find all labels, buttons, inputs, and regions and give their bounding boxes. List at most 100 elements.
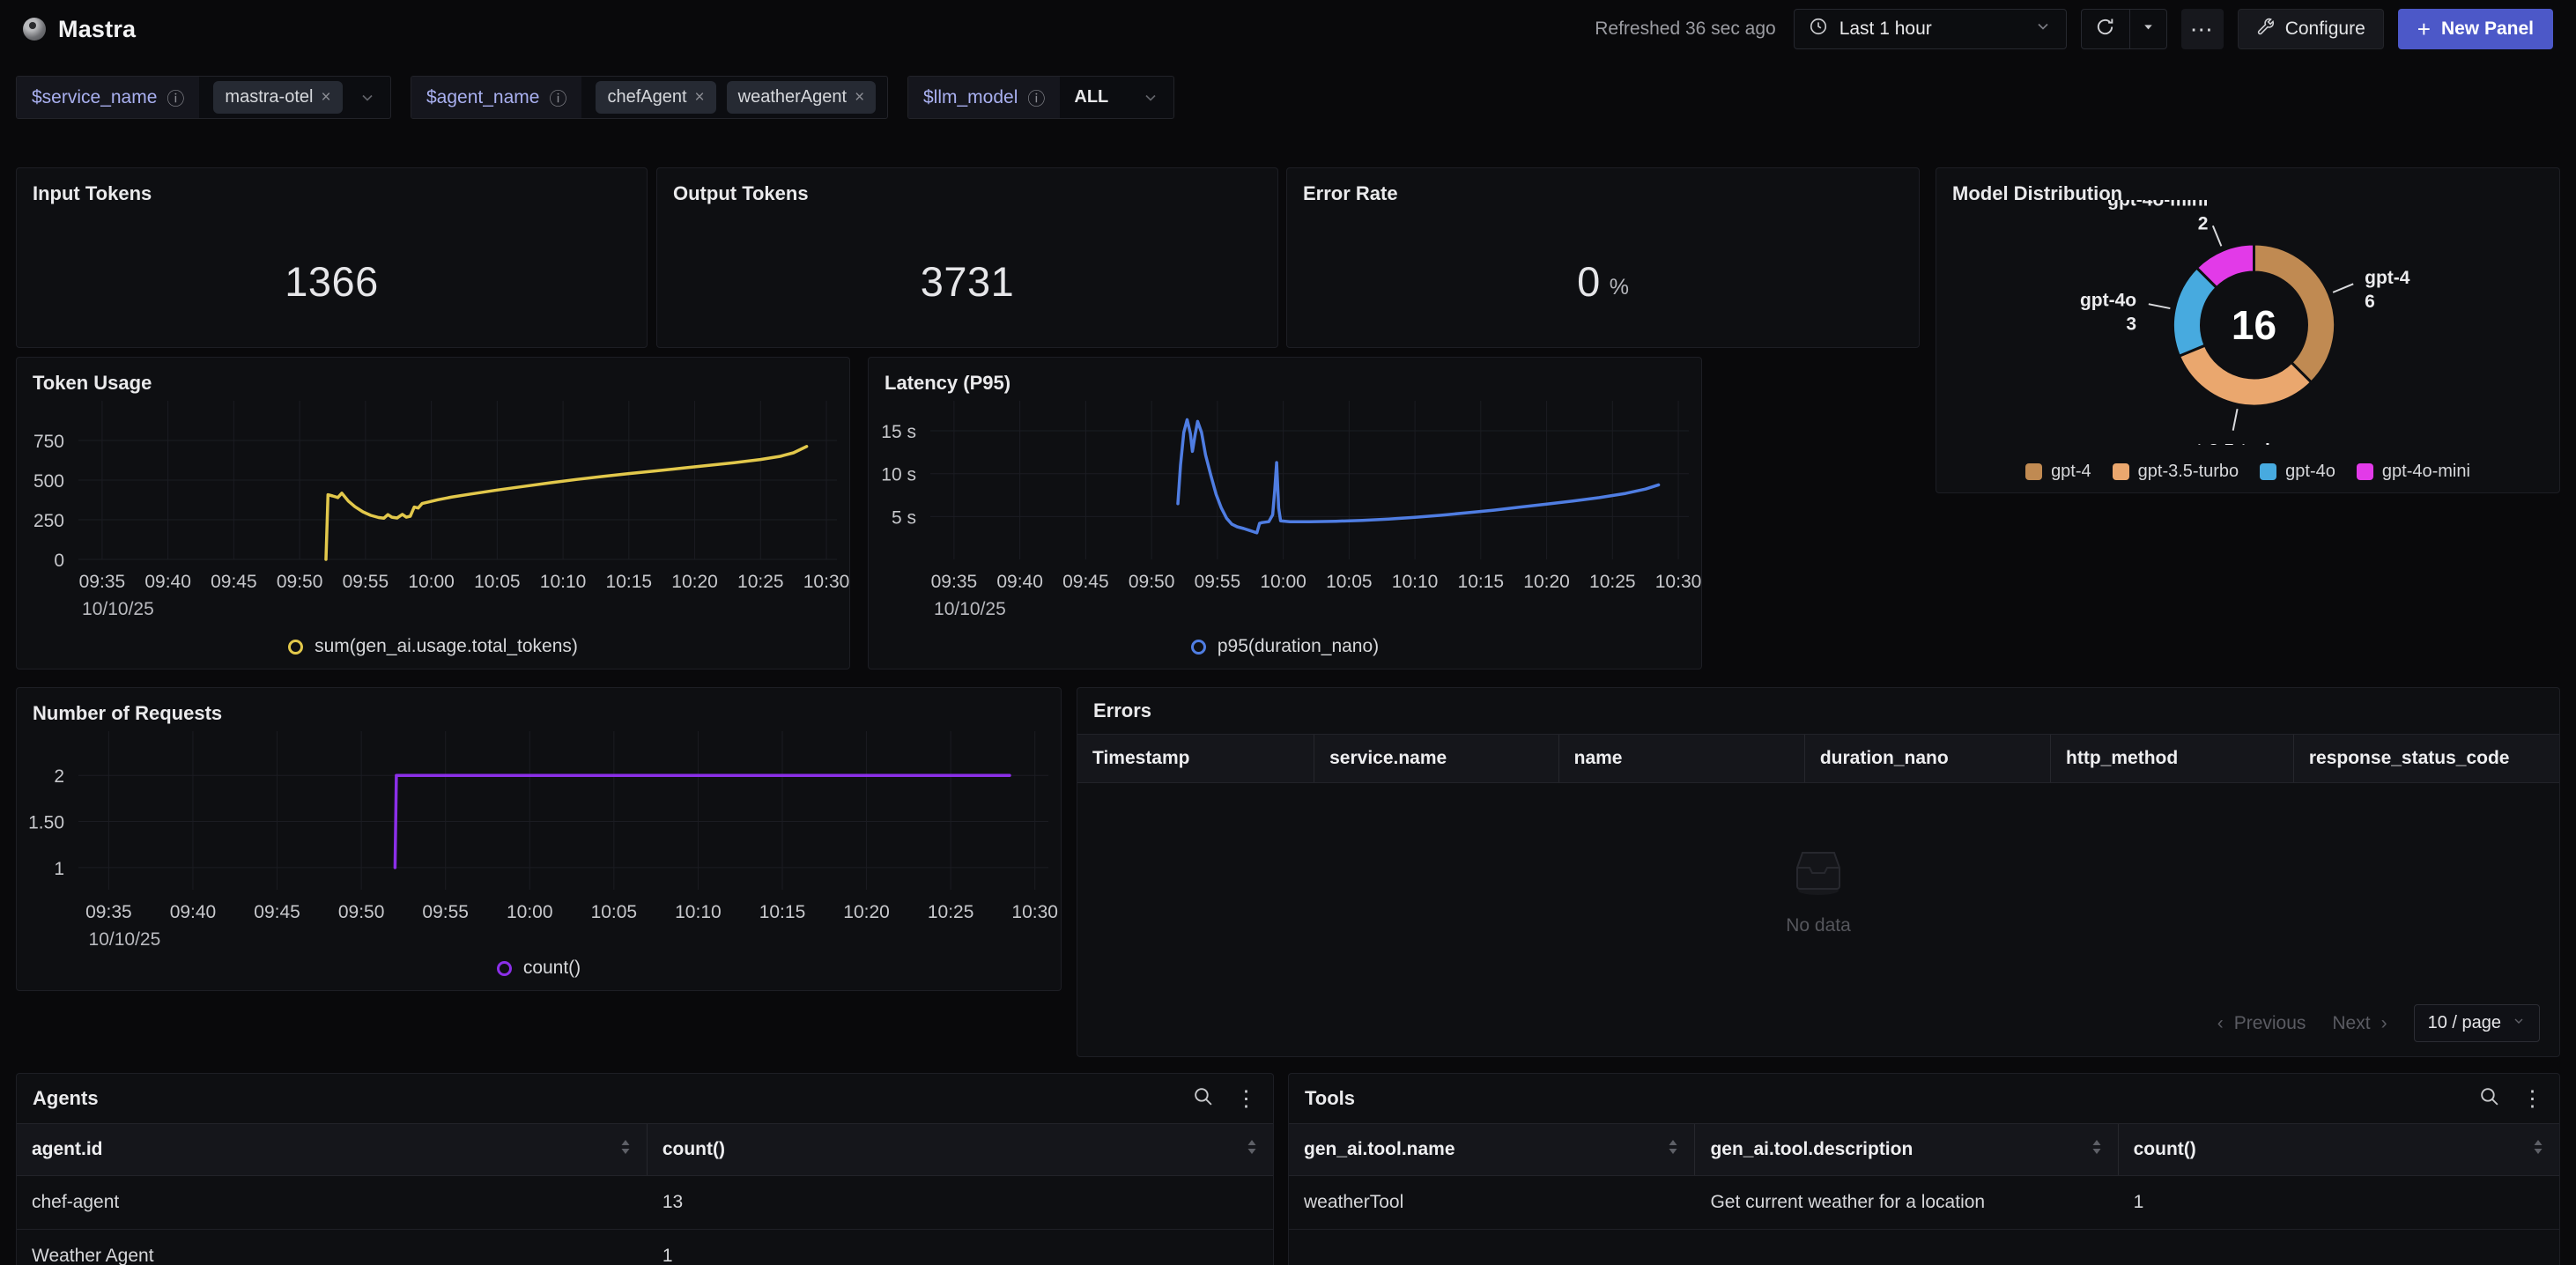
app-logo	[23, 18, 46, 41]
kebab-menu-icon[interactable]: ⋮	[1235, 1085, 1257, 1111]
chevron-down-icon[interactable]	[359, 77, 390, 118]
legend-item[interactable]: gpt-4o	[2260, 462, 2335, 482]
svg-text:gpt-4o-mini: gpt-4o-mini	[2107, 200, 2208, 210]
column-header: response_status_code	[2308, 748, 2510, 768]
variable-filter-agent-name[interactable]: $agent_name ⓘ chefAgent × weatherAgent ×	[411, 76, 888, 119]
svg-text:16: 16	[2232, 302, 2276, 348]
sortable-column-header[interactable]: gen_ai.tool.description	[1695, 1124, 2119, 1175]
panel-model-distribution: Model Distribution gpt-46gpt-3.5-turbo5g…	[1936, 167, 2560, 493]
stat-value: 3731	[920, 258, 1015, 305]
svg-text:10:20: 10:20	[843, 902, 890, 922]
legend-item[interactable]: sum(gen_ai.usage.total_tokens)	[288, 636, 578, 657]
table-cell: Get current weather for a location	[1710, 1192, 1986, 1212]
table-row: Weather Agent 1	[17, 1230, 1273, 1265]
stat-unit: %	[1609, 275, 1629, 300]
svg-text:09:35: 09:35	[931, 572, 978, 592]
filter-chip: mastra-otel ×	[213, 81, 343, 114]
svg-text:10:15: 10:15	[606, 572, 653, 592]
page-size-select[interactable]: 10 / page	[2413, 1004, 2540, 1042]
table-row: chef-agent 13	[17, 1176, 1273, 1230]
legend-label: gpt-3.5-turbo	[2137, 462, 2239, 481]
info-icon[interactable]: ⓘ	[549, 90, 567, 109]
chevron-down-icon[interactable]	[1142, 77, 1173, 118]
svg-text:2: 2	[54, 766, 64, 787]
table-cell: 13	[662, 1192, 684, 1212]
chip-remove-icon[interactable]: ×	[321, 87, 331, 107]
svg-text:10:15: 10:15	[1458, 572, 1505, 592]
svg-text:10:25: 10:25	[737, 572, 784, 592]
filter-chip: weatherAgent ×	[726, 81, 877, 114]
svg-text:10:30: 10:30	[1011, 902, 1058, 922]
table-cell: Weather Agent	[32, 1246, 154, 1265]
sortable-column-header[interactable]: agent.id	[17, 1124, 648, 1175]
legend-item[interactable]: gpt-4	[2025, 462, 2091, 482]
chevron-down-icon	[2034, 18, 2052, 41]
svg-text:09:45: 09:45	[211, 572, 257, 592]
agents-table-body: chef-agent 13 Weather Agent 1	[17, 1176, 1273, 1265]
svg-text:1.50: 1.50	[28, 813, 64, 833]
kebab-menu-icon[interactable]: ⋮	[2521, 1085, 2543, 1111]
svg-text:10:00: 10:00	[408, 572, 455, 592]
svg-text:gpt-4o: gpt-4o	[2080, 290, 2136, 310]
stat-value: 1366	[285, 258, 379, 305]
panel-title: Errors	[1093, 699, 1152, 721]
sortable-column-header[interactable]: count()	[2119, 1124, 2559, 1175]
refresh-button-group	[2080, 9, 2167, 49]
panel-latency-p95: Latency (P95) 09:35 10/10/25 09:40 09:45 09:…	[868, 357, 1702, 669]
wrench-icon	[2256, 18, 2275, 41]
legend-swatch-icon	[2260, 463, 2277, 480]
svg-text:gpt-4: gpt-4	[2365, 268, 2410, 288]
legend-item[interactable]: gpt-4o-mini	[2356, 462, 2470, 482]
svg-text:10:05: 10:05	[591, 902, 638, 922]
search-icon[interactable]	[2478, 1085, 2500, 1112]
legend-item[interactable]: count()	[496, 958, 581, 979]
svg-text:750: 750	[33, 432, 64, 452]
chip-label: mastra-otel	[225, 87, 314, 107]
legend-label: gpt-4o-mini	[2381, 462, 2470, 481]
refreshed-status-text: Refreshed 36 sec ago	[1595, 18, 1776, 39]
sortable-column-header[interactable]: count()	[648, 1124, 1273, 1175]
svg-text:10:30: 10:30	[1655, 572, 1702, 592]
sort-icon	[1246, 1137, 1258, 1162]
variable-filter-service-name[interactable]: $service_name ⓘ mastra-otel ×	[16, 76, 391, 119]
svg-text:10 s: 10 s	[881, 465, 916, 485]
table-cell: weatherTool	[1304, 1192, 1404, 1212]
svg-text:10:10: 10:10	[1392, 572, 1439, 592]
next-page-button[interactable]: Next ›	[2332, 1012, 2387, 1033]
configure-button[interactable]: Configure	[2237, 9, 2384, 49]
panel-title: Agents	[33, 1087, 99, 1109]
search-icon[interactable]	[1192, 1085, 1214, 1112]
token-usage-line-chart: 09:35 10/10/25 09:40 09:45 09:50 09:55 10:00 10…	[17, 396, 851, 625]
panel-title: Latency (P95)	[885, 372, 1011, 394]
tools-table-header: gen_ai.tool.name gen_ai.tool.description…	[1289, 1123, 2559, 1176]
svg-text:09:40: 09:40	[170, 902, 217, 922]
previous-page-button[interactable]: ‹ Previous	[2217, 1012, 2306, 1033]
time-range-select[interactable]: Last 1 hour	[1793, 9, 2067, 49]
column-header: name	[1559, 735, 1805, 782]
panel-title: Model Distribution	[1952, 182, 2123, 204]
legend-swatch-icon	[2112, 463, 2129, 480]
chip-remove-icon[interactable]: ×	[855, 87, 865, 107]
info-icon[interactable]: ⓘ	[1027, 90, 1046, 109]
legend-item[interactable]: p95(duration_nano)	[1190, 636, 1379, 657]
clock-icon	[1809, 17, 1828, 41]
filter-chip: chefAgent ×	[596, 81, 716, 114]
legend-swatch-icon	[2025, 463, 2043, 480]
new-panel-button[interactable]: + New Panel	[2397, 9, 2553, 49]
tools-table-body: weatherTool Get current weather for a loc…	[1289, 1176, 2559, 1230]
legend-swatch-icon	[2356, 463, 2373, 480]
plus-icon: +	[2417, 15, 2431, 42]
chevron-left-icon: ‹	[2217, 1012, 2224, 1033]
more-options-button[interactable]: ⋯	[2180, 9, 2224, 49]
info-icon[interactable]: ⓘ	[167, 90, 185, 109]
chevron-right-icon: ›	[2380, 1012, 2387, 1033]
refresh-interval-dropdown[interactable]	[2128, 10, 2166, 48]
legend-item[interactable]: gpt-3.5-turbo	[2112, 462, 2239, 482]
variable-name-label: $llm_model	[923, 86, 1018, 107]
chip-remove-icon[interactable]: ×	[694, 87, 705, 107]
sortable-column-header[interactable]: gen_ai.tool.name	[1289, 1124, 1696, 1175]
refresh-button[interactable]	[2082, 10, 2129, 48]
svg-text:6: 6	[2365, 292, 2375, 312]
variable-filter-llm-model[interactable]: $llm_model ⓘ ALL	[907, 76, 1174, 119]
legend-marker-icon	[496, 960, 512, 976]
